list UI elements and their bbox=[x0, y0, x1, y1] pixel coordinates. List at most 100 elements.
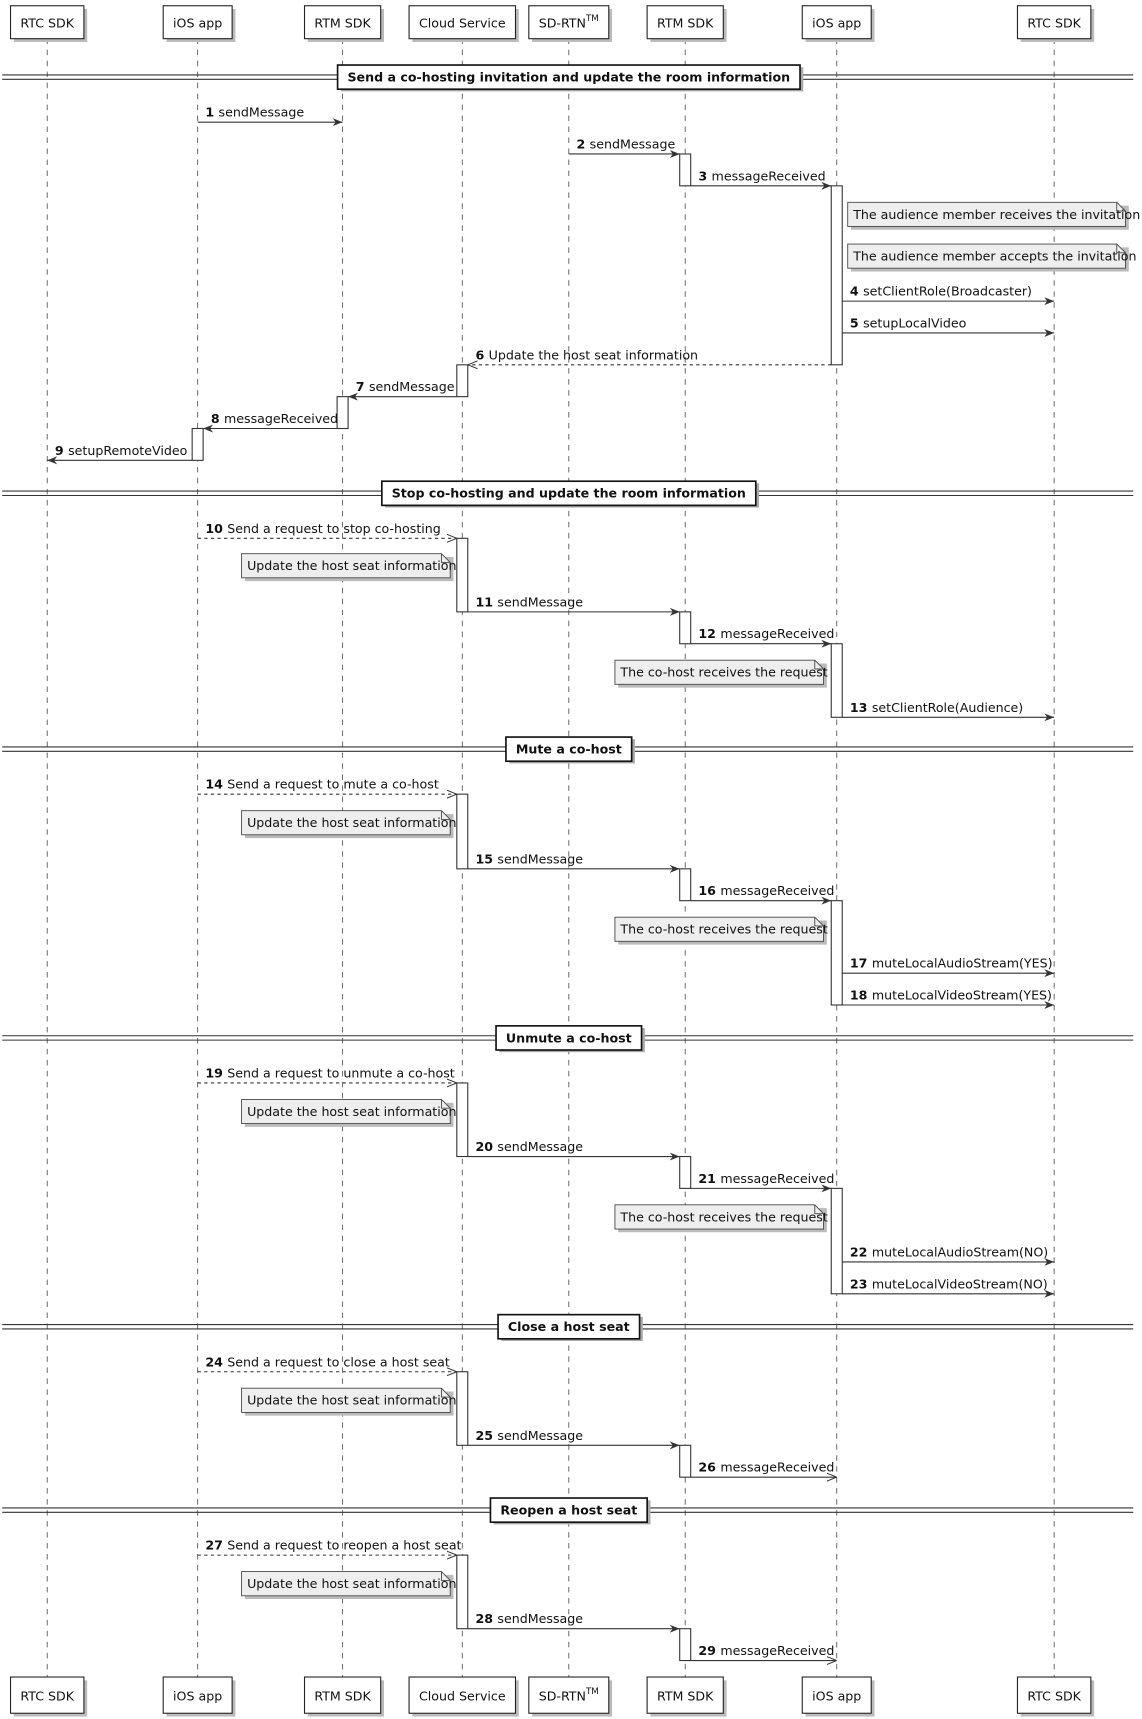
message-number: 29 bbox=[698, 1643, 716, 1658]
note-fold bbox=[1116, 244, 1126, 254]
message-text: messageReceived bbox=[720, 883, 834, 898]
note-box bbox=[241, 553, 451, 579]
message-label: 26 messageReceived bbox=[698, 1460, 834, 1475]
note-text: Update the host seat information bbox=[247, 558, 456, 573]
message-text: Update the host seat information bbox=[489, 347, 698, 362]
message-text: muteLocalVideoStream(YES) bbox=[872, 988, 1052, 1003]
activation bbox=[830, 643, 843, 718]
message-number: 13 bbox=[850, 700, 868, 715]
participant-name: iOS app bbox=[812, 1689, 861, 1704]
message-number: 21 bbox=[698, 1171, 716, 1186]
activation bbox=[456, 793, 469, 870]
message-number: 27 bbox=[205, 1538, 223, 1553]
activation bbox=[679, 1444, 692, 1478]
message-text: sendMessage bbox=[219, 105, 305, 120]
participant-label: RTM SDK bbox=[657, 16, 714, 31]
participant-box bbox=[9, 1676, 85, 1714]
message-number: 11 bbox=[475, 594, 493, 609]
note-text: Update the host seat information bbox=[247, 1104, 456, 1119]
message-text: setupRemoteVideo bbox=[68, 443, 188, 458]
participant: Cloud Service bbox=[408, 5, 519, 42]
message-label: 23 muteLocalVideoStream(NO) bbox=[850, 1276, 1048, 1291]
message-number: 20 bbox=[475, 1139, 493, 1154]
note-text: Update the host seat information bbox=[247, 1393, 456, 1408]
participant: RTM SDK bbox=[646, 5, 727, 42]
message-text: muteLocalVideoStream(NO) bbox=[872, 1276, 1048, 1291]
message-number: 4 bbox=[850, 284, 859, 299]
note-fold bbox=[1116, 202, 1126, 212]
note-fold bbox=[440, 1388, 451, 1398]
participant-name: RTC SDK bbox=[1027, 16, 1081, 31]
message-text: Send a request to stop co-hosting bbox=[227, 521, 440, 536]
message-text: setupLocalVideo bbox=[863, 315, 967, 330]
participant-sup: TM bbox=[585, 14, 599, 24]
section-title: Send a co-hosting invitation and update … bbox=[347, 70, 790, 85]
activation bbox=[336, 396, 349, 430]
participant-box bbox=[801, 5, 872, 40]
note-box bbox=[614, 916, 824, 942]
participant-label: SD-RTNTM bbox=[539, 1687, 599, 1704]
message-number: 3 bbox=[698, 168, 707, 183]
participant: iOS app bbox=[801, 5, 875, 42]
participant-name: iOS app bbox=[173, 16, 222, 31]
note-box bbox=[241, 1387, 451, 1413]
section-box bbox=[381, 480, 757, 507]
message-text: sendMessage bbox=[497, 1428, 583, 1443]
note-box bbox=[241, 1098, 451, 1125]
message-label: 7 sendMessage bbox=[356, 379, 455, 394]
participant-box bbox=[528, 5, 610, 40]
note-text: The co-host receives the request bbox=[619, 922, 827, 937]
participant-label: RTC SDK bbox=[20, 1689, 74, 1704]
participant-sup: TM bbox=[585, 1687, 599, 1697]
message-number: 10 bbox=[205, 521, 223, 536]
section-title: Mute a co-host bbox=[516, 742, 622, 757]
message-text: messageReceived bbox=[720, 626, 834, 641]
activation bbox=[191, 427, 204, 461]
message-text: sendMessage bbox=[497, 1139, 583, 1154]
activation bbox=[456, 1554, 469, 1630]
participant: iOS app bbox=[162, 5, 236, 42]
message-label: 3 messageReceived bbox=[698, 168, 825, 183]
message-text: Send a request to mute a co-host bbox=[227, 777, 439, 792]
note-box bbox=[847, 243, 1126, 269]
participant: RTC SDK bbox=[9, 1676, 88, 1717]
message-number: 22 bbox=[850, 1244, 868, 1259]
message-label: 1 sendMessage bbox=[205, 105, 304, 120]
participant: RTM SDK bbox=[303, 1676, 384, 1717]
activation bbox=[456, 537, 469, 613]
message-label: 2 sendMessage bbox=[576, 136, 675, 151]
section-title: Unmute a co-host bbox=[506, 1030, 632, 1045]
participant: RTC SDK bbox=[1016, 5, 1095, 42]
message-number: 1 bbox=[205, 105, 214, 120]
message-text: muteLocalAudioStream(YES) bbox=[872, 956, 1053, 971]
participant: iOS app bbox=[801, 1676, 875, 1717]
message-number: 12 bbox=[698, 626, 716, 641]
participant: RTC SDK bbox=[1016, 1676, 1095, 1717]
section-box bbox=[495, 1025, 643, 1051]
participant-label: RTC SDK bbox=[1027, 16, 1081, 31]
participant-label: RTM SDK bbox=[657, 1689, 714, 1704]
participant-name: RTC SDK bbox=[1027, 1689, 1081, 1704]
participant: RTM SDK bbox=[646, 1676, 727, 1717]
message-label: 17 muteLocalAudioStream(YES) bbox=[850, 956, 1053, 971]
note-fold bbox=[440, 553, 451, 563]
section-title: Close a host seat bbox=[508, 1319, 630, 1334]
message-text: Send a request to close a host seat bbox=[227, 1354, 450, 1369]
message-text: sendMessage bbox=[497, 594, 583, 609]
participant-label: RTM SDK bbox=[314, 16, 371, 31]
message-text: setClientRole(Audience) bbox=[872, 700, 1023, 715]
message-label: 15 sendMessage bbox=[475, 851, 583, 866]
participant-box bbox=[646, 1676, 724, 1714]
message-label: 24 Send a request to close a host seat bbox=[205, 1354, 450, 1369]
note-text: The audience member receives the invitat… bbox=[852, 207, 1140, 222]
message-label: 16 messageReceived bbox=[698, 883, 834, 898]
message-number: 8 bbox=[211, 411, 220, 426]
section-title: Reopen a host seat bbox=[500, 1503, 637, 1518]
activation bbox=[679, 868, 692, 902]
message-number: 7 bbox=[356, 379, 365, 394]
participant-box bbox=[408, 5, 517, 40]
message-number: 24 bbox=[205, 1354, 223, 1369]
section-box bbox=[505, 736, 633, 763]
message-text: messageReceived bbox=[224, 411, 338, 426]
note-fold bbox=[440, 1571, 451, 1581]
